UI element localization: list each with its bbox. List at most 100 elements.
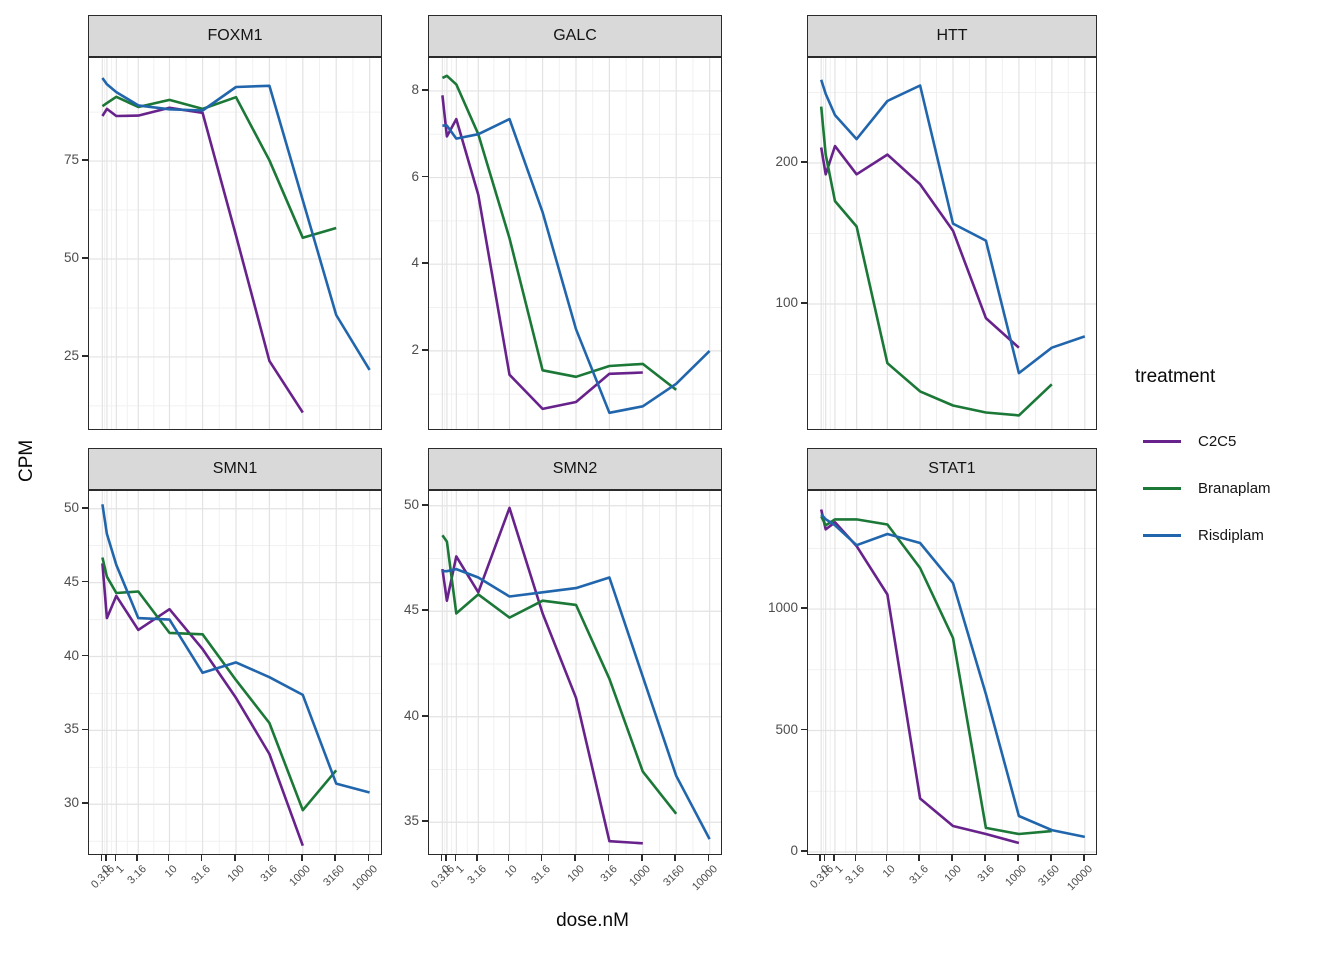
- series-line-Risdiplam: [820, 513, 1086, 839]
- y-tick-label: 4: [411, 255, 419, 271]
- panel-strip: FOXM1: [88, 15, 382, 57]
- y-tick-mark: [801, 302, 807, 304]
- x-tick-label: 10: [162, 863, 180, 881]
- x-tick-label: 10000: [690, 863, 721, 894]
- y-tick-label: 40: [63, 647, 79, 663]
- x-tick-label: 3160: [660, 863, 687, 889]
- y-tick-mark: [422, 175, 428, 178]
- y-tick-mark: [82, 159, 88, 161]
- legend-item-branaplam: Branaplam: [1143, 478, 1271, 498]
- y-tick-label: 2: [411, 341, 419, 357]
- x-tick-mark: [607, 855, 610, 861]
- legend-item-c2c5: C2C5: [1143, 431, 1236, 451]
- legend-item-label: C2C5: [1198, 432, 1237, 450]
- x-axis-title: dose.nM: [556, 910, 629, 931]
- y-tick-label: 50: [63, 249, 79, 265]
- y-tick-label: 50: [403, 496, 419, 512]
- y-tick-mark: [422, 89, 428, 91]
- plot-svg-SMN2: [429, 491, 721, 854]
- plot-svg-HTT: [808, 58, 1096, 429]
- y-tick-mark: [82, 654, 88, 657]
- x-tick-label: 1000: [627, 863, 654, 889]
- x-tick-label: 1: [832, 863, 846, 876]
- series-line-Branaplam: [441, 74, 677, 391]
- line-swatch-icon: [1143, 533, 1181, 537]
- panel-strip: HTT: [807, 15, 1097, 57]
- x-tick-mark: [105, 855, 107, 861]
- y-tick-label: 6: [411, 168, 419, 184]
- y-tick-mark: [82, 355, 88, 357]
- series-line-Risdiplam: [442, 117, 711, 415]
- y-tick-mark: [422, 503, 428, 506]
- y-tick-mark: [801, 607, 807, 609]
- x-tick-mark: [167, 855, 170, 861]
- y-tick-mark: [82, 802, 88, 805]
- x-tick-mark: [918, 855, 920, 861]
- facet-title: GALC: [553, 27, 597, 44]
- y-tick-mark: [422, 714, 428, 717]
- x-tick-mark: [823, 855, 826, 861]
- y-tick-label: 0: [790, 842, 798, 858]
- legend-item-risdiplam: Risdiplam: [1143, 525, 1264, 545]
- x-tick-mark: [833, 855, 835, 861]
- x-tick-label: 316: [258, 863, 280, 885]
- series-line-Branaplam: [441, 534, 678, 815]
- x-tick-mark: [1050, 855, 1052, 861]
- legend: treatment C2C5 Branaplam Risdiplam: [1135, 366, 1340, 566]
- y-tick-mark: [422, 262, 428, 264]
- y-tick-mark: [801, 161, 807, 163]
- y-tick-label: 1000: [767, 600, 798, 616]
- series-line-Risdiplam: [101, 504, 370, 794]
- y-tick-mark: [82, 506, 88, 509]
- y-tick-label: 40: [403, 707, 419, 723]
- series-line-Risdiplam: [819, 79, 1086, 375]
- y-tick-label: 8: [411, 81, 419, 97]
- x-tick-mark: [885, 855, 888, 861]
- y-tick-mark: [801, 850, 807, 852]
- x-tick-mark: [984, 855, 986, 861]
- series-line-Branaplam: [819, 106, 1053, 417]
- y-tick-mark: [422, 820, 428, 823]
- plot-area-STAT1: [807, 490, 1097, 855]
- legend-title: treatment: [1135, 366, 1216, 387]
- x-tick-label: 3.16: [465, 863, 489, 887]
- series-line-Branaplam: [101, 95, 337, 240]
- x-tick-mark: [301, 855, 303, 861]
- x-tick-label: 1: [113, 863, 127, 876]
- legend-item-label: Risdiplam: [1198, 526, 1264, 544]
- plot-area-FOXM1: [88, 57, 382, 430]
- x-tick-label: 10: [502, 863, 520, 881]
- series-line-Risdiplam: [101, 77, 371, 371]
- facet-title: SMN1: [212, 460, 258, 477]
- x-tick-mark: [136, 855, 139, 861]
- x-tick-mark: [234, 855, 236, 861]
- series-line-C2C5: [819, 509, 1020, 845]
- x-tick-mark: [440, 855, 443, 861]
- y-tick-mark: [82, 728, 88, 731]
- x-tick-label: 100: [225, 863, 247, 885]
- line-swatch-icon: [1143, 439, 1181, 443]
- x-tick-label: 3160: [1036, 863, 1063, 889]
- y-tick-label: 75: [63, 152, 79, 168]
- y-tick-label: 35: [63, 721, 79, 737]
- x-tick-mark: [674, 855, 676, 861]
- x-tick-mark: [367, 855, 370, 861]
- panel-strip: SMN2: [428, 448, 722, 490]
- panel-strip: GALC: [428, 15, 722, 57]
- y-tick-label: 25: [63, 347, 79, 363]
- x-tick-label: 10: [880, 863, 898, 881]
- x-tick-mark: [507, 855, 510, 861]
- x-tick-mark: [100, 855, 103, 861]
- x-tick-label: 100: [565, 863, 587, 885]
- x-tick-label: 1000: [287, 863, 314, 889]
- plot-svg-STAT1: [808, 491, 1096, 854]
- y-tick-label: 200: [775, 154, 798, 170]
- x-tick-mark: [200, 855, 203, 861]
- x-tick-mark: [540, 855, 543, 861]
- plot-svg-SMN1: [89, 491, 381, 854]
- y-tick-label: 45: [63, 573, 79, 589]
- x-tick-mark: [819, 855, 821, 861]
- facet-title: HTT: [936, 27, 968, 44]
- x-tick-label: 1: [453, 863, 467, 876]
- x-tick-mark: [445, 855, 447, 861]
